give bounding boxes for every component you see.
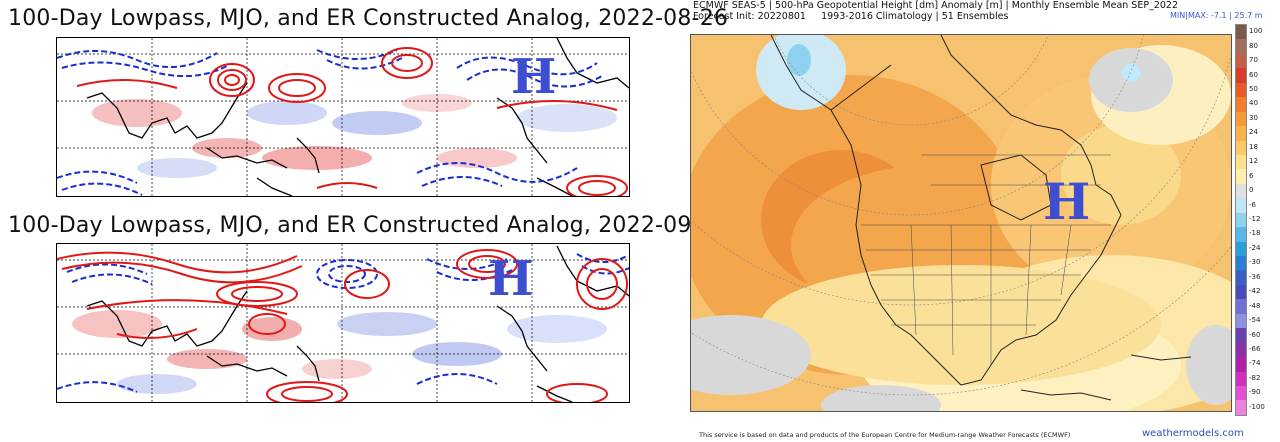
colorbar-swatch — [1236, 241, 1246, 256]
colorbar-label: -100 — [1249, 402, 1265, 411]
colorbar-swatch — [1236, 284, 1246, 300]
ecmwf-header: ECMWF SEAS-5 | 500-hPa Geopotential Heig… — [693, 0, 1178, 22]
colorbar-label: -90 — [1249, 388, 1261, 397]
colorbar-swatch — [1236, 198, 1246, 213]
colorbar-swatch — [1236, 82, 1246, 98]
colorbar-swatch — [1236, 371, 1246, 386]
colorbar-label: -36 — [1249, 272, 1261, 281]
colorbar-label: 60 — [1249, 70, 1258, 79]
colorbar-swatch — [1236, 97, 1246, 112]
north-america-anomaly-map — [690, 34, 1232, 412]
panel-title-top: 100-Day Lowpass, MJO, and ER Constructed… — [8, 6, 729, 31]
high-pressure-marker-top: H — [511, 49, 557, 105]
colorbar-label: -12 — [1249, 215, 1261, 223]
colorbar-label: 100 — [1249, 27, 1263, 36]
colorbar-swatch — [1236, 357, 1246, 372]
colorbar-swatch — [1236, 183, 1246, 199]
minmax-readout: MIN|MAX: -7.1 | 25.7 m — [1170, 11, 1263, 20]
colorbar-label: -66 — [1249, 345, 1261, 353]
colorbar-swatch — [1236, 270, 1246, 285]
colorbar-swatch — [1236, 385, 1246, 401]
colorbar-label: 50 — [1249, 85, 1258, 93]
colorbar-label: -82 — [1249, 373, 1261, 382]
ecmwf-header-line1: ECMWF SEAS-5 | 500-hPa Geopotential Heig… — [693, 0, 1178, 11]
ecmwf-header-line2: Forecast Init: 20220801 1993-2016 Climat… — [693, 10, 1009, 22]
colorbar-swatch — [1236, 400, 1246, 415]
colorbar-label: 12 — [1249, 157, 1258, 166]
colorbar-swatch — [1236, 126, 1246, 141]
colorbar-label: 30 — [1249, 113, 1258, 122]
colorbar-swatch — [1236, 256, 1246, 271]
high-pressure-marker-na: H — [1043, 172, 1091, 231]
colorbar-swatch — [1236, 169, 1246, 184]
colorbar-swatch — [1236, 328, 1246, 343]
analog-map-top — [56, 37, 630, 197]
analog-map-bottom — [56, 243, 630, 403]
colorbar-swatch — [1236, 39, 1246, 54]
colorbar-swatch — [1236, 68, 1246, 83]
colorbar-label: 18 — [1249, 142, 1258, 151]
colorbar-swatch — [1236, 53, 1246, 69]
site-link[interactable]: weathermodels.com — [1142, 428, 1244, 439]
colorbar-label: -42 — [1249, 287, 1261, 296]
colorbar-label: -48 — [1249, 301, 1261, 310]
colorbar-label: 6 — [1249, 171, 1254, 180]
colorbar-label: -60 — [1249, 330, 1261, 339]
colorbar-label: 80 — [1249, 41, 1258, 50]
colorbar-swatch — [1236, 212, 1246, 228]
panel-title-bottom: 100-Day Lowpass, MJO, and ER Constructed… — [8, 213, 729, 238]
ecmwf-credit: This service is based on data and produc… — [699, 431, 1071, 439]
colorbar-swatch — [1236, 342, 1246, 358]
anomaly-colorbar — [1235, 24, 1247, 416]
colorbar-label: 0 — [1249, 186, 1254, 195]
colorbar-swatch — [1236, 154, 1246, 170]
high-pressure-marker-bottom: H — [488, 251, 534, 307]
colorbar-label: -74 — [1249, 359, 1261, 368]
colorbar-label: -24 — [1249, 243, 1261, 252]
colorbar-swatch — [1236, 313, 1246, 329]
colorbar-label: -54 — [1249, 316, 1261, 325]
colorbar-swatch — [1236, 140, 1246, 155]
colorbar-label: 24 — [1249, 128, 1258, 137]
colorbar-label: 40 — [1249, 99, 1258, 108]
colorbar-swatch — [1236, 299, 1246, 314]
colorbar-label: -6 — [1249, 200, 1256, 209]
colorbar-label: -30 — [1249, 258, 1261, 267]
colorbar-label: 70 — [1249, 56, 1258, 65]
colorbar-swatch — [1236, 227, 1246, 242]
colorbar-swatch — [1236, 111, 1246, 127]
colorbar-label: -18 — [1249, 229, 1261, 238]
colorbar-swatch — [1236, 25, 1246, 40]
